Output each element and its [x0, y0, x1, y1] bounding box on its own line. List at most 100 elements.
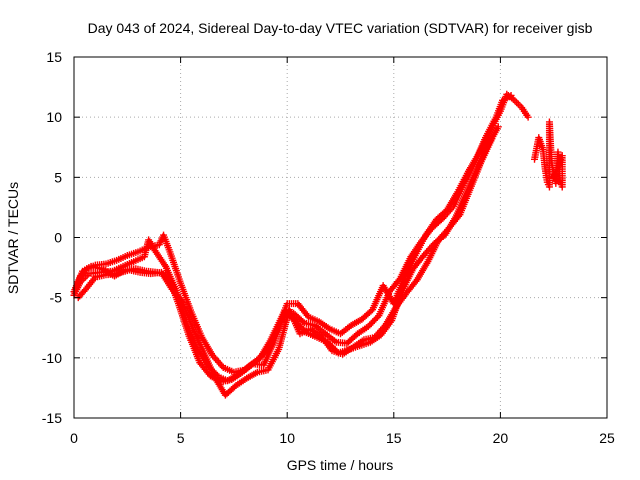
data-point — [408, 267, 416, 275]
series-late-scatter — [531, 118, 566, 191]
data-point — [134, 268, 142, 276]
series-track-4 — [74, 135, 496, 399]
data-point — [184, 330, 192, 338]
data-point — [493, 125, 501, 133]
y-axis-label: SDTVAR / TECUs — [5, 182, 21, 294]
data-point — [229, 384, 237, 392]
data-point — [297, 316, 305, 324]
data-point — [372, 315, 380, 323]
data-point — [370, 316, 378, 324]
data-point — [199, 347, 207, 355]
data-point — [434, 238, 442, 246]
x-axis-label: GPS time / hours — [287, 457, 394, 473]
data-point — [505, 93, 513, 101]
data-point — [514, 100, 522, 108]
data-point — [373, 313, 381, 321]
x-tick-label: 10 — [279, 430, 295, 446]
data-point — [366, 321, 374, 329]
data-point — [111, 257, 119, 265]
data-point — [476, 160, 484, 168]
series-track-1 — [70, 90, 532, 376]
data-point — [348, 344, 356, 352]
data-point — [274, 347, 282, 355]
data-point — [487, 137, 495, 145]
data-point — [176, 277, 184, 285]
data-point — [150, 245, 158, 253]
data-point — [252, 369, 260, 377]
data-point — [186, 306, 194, 314]
data-point — [177, 297, 185, 305]
data-point — [341, 339, 349, 347]
series-track-3 — [72, 123, 502, 386]
data-point — [523, 111, 531, 119]
data-point — [437, 216, 445, 224]
data-point — [247, 361, 255, 369]
data-point — [111, 270, 119, 278]
data-point — [226, 376, 234, 384]
data-point — [369, 318, 377, 326]
data-point — [189, 324, 197, 332]
data-point — [270, 339, 278, 347]
data-point — [237, 369, 245, 377]
axis-ticks — [73, 56, 608, 419]
data-point — [132, 249, 140, 257]
data-point — [320, 328, 328, 336]
data-point — [358, 337, 366, 345]
x-tick-label: 0 — [70, 430, 78, 446]
data-point — [423, 259, 431, 267]
data-point — [90, 275, 98, 283]
series-track-2 — [70, 92, 515, 385]
data-point — [121, 253, 129, 261]
y-tick-label: -15 — [42, 410, 62, 426]
y-tick-label: 15 — [46, 49, 62, 65]
x-tick-label: 15 — [386, 430, 402, 446]
chart-title: Day 043 of 2024, Sidereal Day-to-day VTE… — [88, 20, 593, 36]
data-point — [516, 102, 524, 110]
data-point — [155, 269, 163, 277]
data-point — [313, 317, 321, 325]
data-point — [210, 371, 218, 379]
x-tick-label: 25 — [599, 430, 615, 446]
x-tick-label: 20 — [493, 430, 509, 446]
data-point — [160, 261, 168, 269]
y-tick-label: 10 — [46, 109, 62, 125]
y-tick-label: -5 — [50, 290, 63, 306]
data-point — [208, 350, 216, 358]
data-point — [330, 337, 338, 345]
data-point — [459, 181, 467, 189]
data-point — [385, 290, 393, 298]
data-point — [80, 287, 88, 295]
data-point — [368, 334, 376, 342]
y-tick-label: 5 — [54, 169, 62, 185]
data-point — [241, 375, 249, 383]
data-point — [299, 318, 307, 326]
data-point — [406, 255, 414, 263]
data-points — [70, 90, 566, 399]
data-point — [324, 324, 332, 332]
data-point — [100, 271, 108, 279]
data-point — [195, 357, 203, 365]
data-point — [367, 319, 375, 327]
data-point — [466, 186, 474, 194]
y-tick-label: -10 — [42, 350, 62, 366]
data-point — [365, 308, 373, 316]
data-point — [351, 333, 359, 341]
data-point — [167, 283, 175, 291]
data-point — [491, 115, 499, 123]
data-point — [218, 362, 226, 370]
data-point — [96, 264, 104, 272]
data-point — [550, 171, 558, 179]
data-point — [455, 212, 463, 220]
data-point — [380, 323, 388, 331]
tick-labels: 0 5 10 15 20 25 -15 -10 -5 0 5 10 15 — [42, 49, 615, 446]
data-point — [436, 217, 444, 225]
data-point — [448, 204, 456, 212]
data-point — [481, 136, 489, 144]
data-point — [345, 323, 353, 331]
y-tick-label: 0 — [54, 230, 62, 246]
x-tick-label: 5 — [177, 430, 185, 446]
data-point — [83, 271, 91, 279]
data-point — [395, 276, 403, 284]
data-point — [538, 144, 546, 152]
